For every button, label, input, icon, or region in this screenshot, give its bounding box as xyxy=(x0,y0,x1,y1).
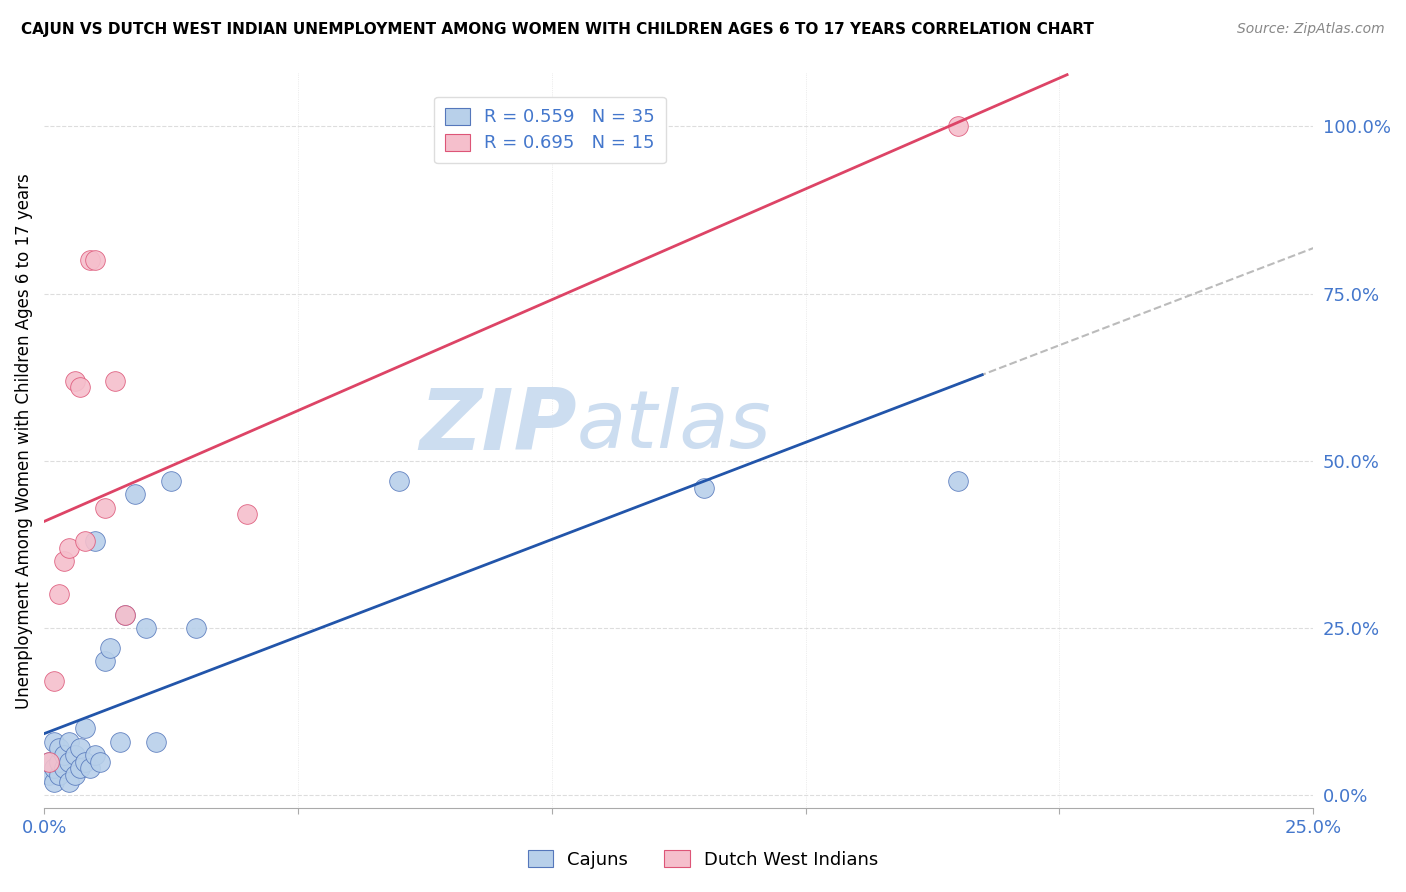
Point xyxy=(69,741,91,756)
Point xyxy=(38,755,60,769)
Point xyxy=(63,374,86,388)
Point xyxy=(58,755,80,769)
Point xyxy=(48,741,70,756)
Point xyxy=(83,747,105,762)
Point xyxy=(160,474,183,488)
Point xyxy=(693,481,716,495)
Point xyxy=(48,755,70,769)
Point xyxy=(58,734,80,748)
Point xyxy=(946,474,969,488)
Point xyxy=(114,607,136,622)
Point xyxy=(63,768,86,782)
Point xyxy=(38,768,60,782)
Text: atlas: atlas xyxy=(576,387,772,465)
Point xyxy=(946,120,969,134)
Point xyxy=(94,654,117,668)
Text: Source: ZipAtlas.com: Source: ZipAtlas.com xyxy=(1237,22,1385,37)
Point xyxy=(73,721,96,735)
Point xyxy=(388,474,411,488)
Point xyxy=(58,774,80,789)
Point xyxy=(104,374,127,388)
Point xyxy=(58,541,80,555)
Point xyxy=(114,607,136,622)
Legend: Cajuns, Dutch West Indians: Cajuns, Dutch West Indians xyxy=(520,843,886,876)
Point xyxy=(94,500,117,515)
Point xyxy=(63,747,86,762)
Point xyxy=(38,755,60,769)
Point xyxy=(69,380,91,394)
Point xyxy=(98,640,121,655)
Point xyxy=(124,487,146,501)
Text: ZIP: ZIP xyxy=(419,384,576,467)
Point xyxy=(53,554,76,568)
Point xyxy=(44,774,66,789)
Point xyxy=(44,734,66,748)
Point xyxy=(53,761,76,775)
Y-axis label: Unemployment Among Women with Children Ages 6 to 17 years: Unemployment Among Women with Children A… xyxy=(15,173,32,708)
Point xyxy=(69,761,91,775)
Point xyxy=(44,674,66,689)
Point xyxy=(135,621,157,635)
Point xyxy=(73,534,96,549)
Point xyxy=(48,587,70,601)
Point xyxy=(83,253,105,268)
Point xyxy=(79,761,101,775)
Point xyxy=(89,755,111,769)
Point xyxy=(145,734,167,748)
Point xyxy=(186,621,208,635)
Text: CAJUN VS DUTCH WEST INDIAN UNEMPLOYMENT AMONG WOMEN WITH CHILDREN AGES 6 TO 17 Y: CAJUN VS DUTCH WEST INDIAN UNEMPLOYMENT … xyxy=(21,22,1094,37)
Point xyxy=(48,768,70,782)
Point xyxy=(79,253,101,268)
Point xyxy=(44,761,66,775)
Legend: R = 0.559   N = 35, R = 0.695   N = 15: R = 0.559 N = 35, R = 0.695 N = 15 xyxy=(434,96,666,163)
Point xyxy=(236,508,259,522)
Point xyxy=(73,755,96,769)
Point xyxy=(53,747,76,762)
Point xyxy=(83,534,105,549)
Point xyxy=(110,734,132,748)
